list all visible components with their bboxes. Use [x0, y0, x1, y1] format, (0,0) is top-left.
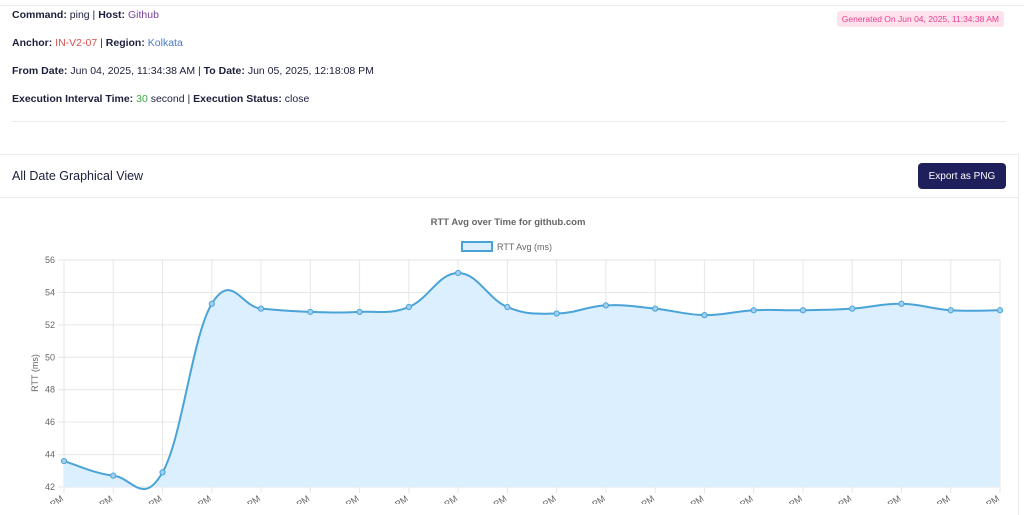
- data-point: [701, 312, 708, 319]
- separator: |: [187, 93, 191, 105]
- separator: |: [92, 9, 96, 21]
- x-tick-label: …9 PM: [380, 493, 410, 504]
- y-tick-label: 48: [45, 385, 55, 395]
- date-range-row: From Date: Jun 04, 2025, 11:34:38 AM | T…: [12, 65, 374, 77]
- x-tick-label: …4 PM: [183, 493, 213, 504]
- x-tick-label: …4 PM: [232, 493, 262, 504]
- separator: |: [100, 37, 103, 49]
- anchor-label: Anchor:: [12, 37, 53, 49]
- data-point: [356, 308, 363, 315]
- y-tick-label: 54: [45, 287, 55, 297]
- anchor-value: IN-V2-07: [55, 37, 98, 49]
- data-point: [602, 302, 609, 309]
- status-label: Execution Status:: [193, 93, 282, 105]
- x-tick-label: …9 PM: [725, 493, 755, 504]
- command-value: ping: [69, 9, 90, 21]
- interval-label: Execution Interval Time:: [12, 93, 134, 105]
- y-tick-label: 42: [45, 482, 55, 492]
- data-point: [60, 457, 68, 465]
- to-date-label: To Date:: [203, 65, 245, 77]
- region-value: Kolkata: [147, 37, 183, 49]
- data-point: [257, 305, 265, 312]
- graph-card: All Date Graphical View Export as PNG: [0, 154, 1019, 515]
- from-date-value: Jun 04, 2025, 11:34:38 AM: [70, 65, 196, 77]
- top-border: [0, 0, 1024, 6]
- x-tick-label: …4 PM: [823, 493, 853, 504]
- x-tick-label: …4 PM: [429, 493, 459, 504]
- series-area-fill: [64, 272, 1000, 490]
- from-date-label: From Date:: [12, 65, 68, 77]
- x-tick-label: …4 PM: [35, 493, 65, 504]
- data-point: [553, 310, 560, 317]
- x-tick-label: …4 PM: [133, 493, 163, 504]
- separator: |: [198, 65, 201, 77]
- x-tick-label: …9 PM: [577, 493, 607, 504]
- interval-unit: second: [150, 93, 185, 105]
- command-host-row: Command: ping | Host: Github: [12, 9, 159, 21]
- data-point: [405, 303, 412, 311]
- data-point: [504, 303, 511, 311]
- y-tick-label: 56: [45, 255, 55, 265]
- legend-swatch: [461, 241, 493, 252]
- rtt-chart: RTT Avg over Time for github.com RTT Avg …: [30, 217, 1004, 504]
- x-tick-label: …4 PM: [84, 493, 114, 504]
- x-tick-label: …4 PM: [478, 493, 508, 504]
- anchor-region-row: Anchor: IN-V2-07 | Region: Kolkata: [12, 37, 183, 49]
- data-point: [208, 300, 215, 307]
- graph-header: All Date Graphical View Export as PNG: [0, 155, 1018, 198]
- execution-row: Execution Interval Time: 30 second | Exe…: [12, 93, 309, 105]
- y-tick-label: 50: [45, 352, 55, 362]
- x-tick-label: …4 PM: [971, 493, 1001, 504]
- generated-badge: Generated On Jun 04, 2025, 11:34:38 AM: [836, 11, 1004, 27]
- to-date-value: Jun 05, 2025, 12:18:08 PM: [247, 65, 374, 77]
- graph-title: All Date Graphical View: [12, 169, 144, 183]
- x-tick-label: …9 PM: [922, 493, 952, 504]
- interval-value: 30: [136, 93, 148, 105]
- data-point: [455, 269, 462, 277]
- data-point: [652, 305, 659, 312]
- x-tick-label: …9 PM: [527, 493, 557, 504]
- x-tick-label: …4 PM: [626, 493, 656, 504]
- data-point: [159, 469, 166, 476]
- x-tick-label: …9 PM: [281, 493, 311, 504]
- region-label: Region:: [105, 37, 145, 49]
- data-point: [996, 307, 1004, 314]
- info-card: Command: ping | Host: Github Generated O…: [0, 5, 1016, 150]
- y-tick-label: 44: [45, 450, 55, 460]
- x-tick-label: …9 PM: [675, 493, 705, 504]
- chart-title: RTT Avg over Time for github.com: [431, 217, 586, 228]
- x-tick-label: …4 PM: [872, 493, 902, 504]
- data-point: [110, 472, 117, 479]
- data-point: [750, 307, 757, 314]
- data-point: [849, 305, 856, 312]
- x-tick-label: …9 PM: [774, 493, 804, 504]
- info-divider: [12, 121, 1006, 122]
- y-axis-label: RTT (ms): [30, 354, 40, 392]
- data-point: [307, 308, 314, 315]
- data-point: [898, 300, 905, 307]
- y-tick-label: 52: [45, 320, 55, 330]
- export-png-button[interactable]: Export as PNG: [918, 163, 1006, 189]
- host-label: Host:: [98, 9, 126, 21]
- host-value: Github: [127, 9, 159, 21]
- legend-label: RTT Avg (ms): [497, 242, 552, 252]
- status-value: close: [284, 93, 310, 105]
- data-point: [799, 307, 807, 314]
- data-point: [947, 307, 954, 314]
- y-tick-label: 46: [45, 417, 55, 427]
- x-tick-label: …9 PM: [330, 493, 360, 504]
- command-label: Command:: [12, 9, 67, 21]
